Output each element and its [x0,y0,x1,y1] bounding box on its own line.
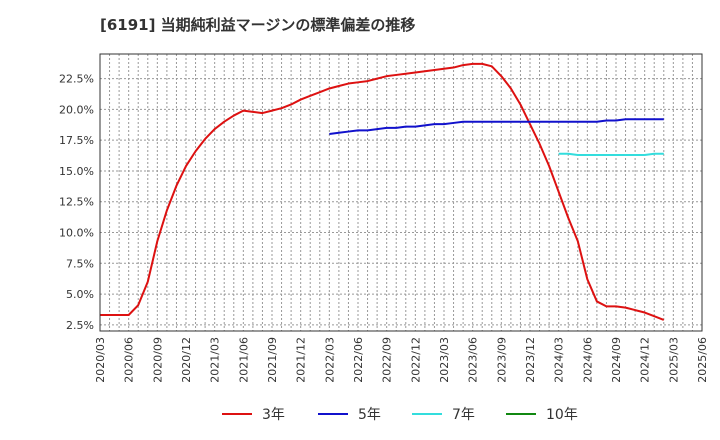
x-tick-label: 2021/12 [295,337,308,383]
y-tick-label: 10.0% [59,227,94,240]
y-tick-label: 20.0% [59,103,94,116]
x-tick-label: 2024/09 [610,337,623,383]
x-tick-label: 2021/03 [209,337,222,383]
y-tick-label: 17.5% [59,134,94,147]
x-tick-label: 2022/03 [323,337,336,383]
x-tick-label: 2023/03 [438,337,451,383]
series-line-7年 [558,152,664,156]
x-tick-label: 2025/03 [667,337,680,383]
x-tick-label: 2023/06 [467,337,480,383]
x-tick-label: 2022/06 [352,337,365,383]
x-tick-label: 2022/09 [381,337,394,383]
legend-label: 5年 [358,407,381,423]
x-tick-label: 2020/06 [123,337,136,383]
x-axis-ticks: 2020/03 2020/06 2020/09 2020/12 2021/03 2021/… [94,337,709,383]
x-tick-label: 2020/09 [151,337,164,383]
x-tick-label: 2024/06 [581,337,594,383]
x-tick-label: 2025/06 [696,337,709,383]
x-tick-label: 2024/03 [553,337,566,383]
y-tick-label: 7.5% [66,257,94,270]
chart-title: [6191] 当期純利益マージンの標準偏差の推移 [100,16,416,34]
legend: 3年 5年 7年 10年 [222,407,578,423]
y-tick-label: 12.5% [59,196,94,209]
legend-label: 3年 [262,407,285,423]
x-tick-label: 2020/03 [94,337,107,383]
series-line-5年 [329,118,664,136]
x-tick-label: 2021/09 [266,337,279,383]
legend-label: 10年 [546,407,578,423]
y-axis-ticks: 2.5% 5.0% 7.5% 10.0% 12.5% 15.0% 17.5% 20.0% 22.… [59,73,94,332]
y-tick-label: 5.0% [66,288,94,301]
x-tick-label: 2024/12 [639,337,652,383]
y-tick-label: 2.5% [66,319,94,332]
grid-lines [100,54,702,331]
x-tick-label: 2023/12 [524,337,537,383]
x-tick-label: 2021/06 [237,337,250,383]
series-line-3年 [100,62,665,321]
y-tick-label: 22.5% [59,73,94,86]
x-tick-label: 2023/09 [495,337,508,383]
y-tick-label: 15.0% [59,165,94,178]
series-lines [100,62,665,321]
x-tick-label: 2022/12 [409,337,422,383]
x-tick-label: 2020/12 [180,337,193,383]
plot-area [99,53,703,332]
legend-label: 7年 [452,407,475,423]
